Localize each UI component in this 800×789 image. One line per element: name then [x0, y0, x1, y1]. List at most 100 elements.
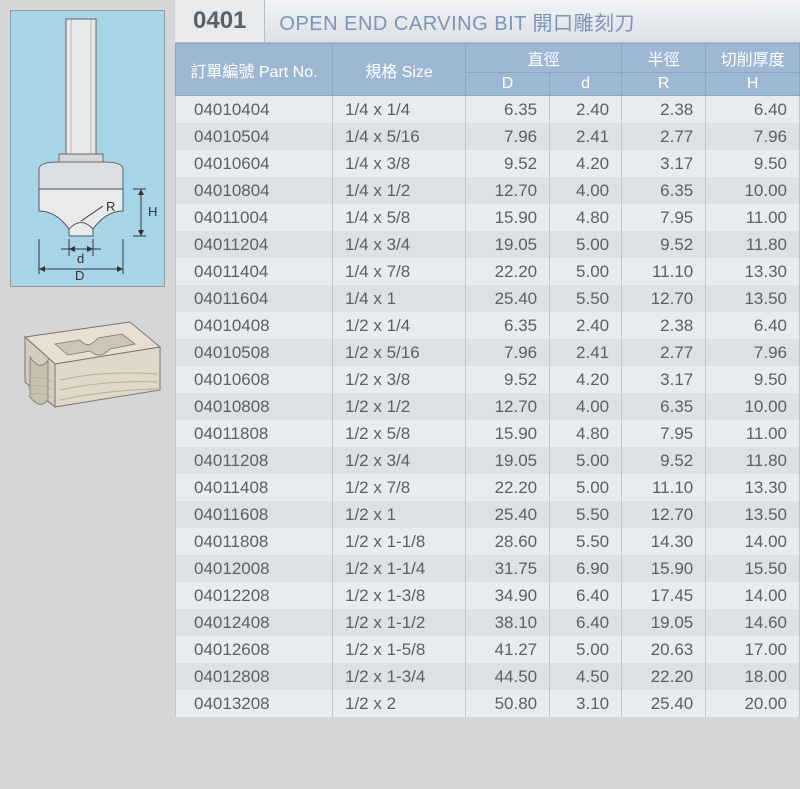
cell-d: 5.00 [550, 636, 622, 663]
cell-d: 5.00 [550, 474, 622, 501]
table-row: 040112081/2 x 3/419.055.009.5211.80 [176, 447, 800, 474]
product-name: OPEN END CARVING BIT 開口雕刻刀 [265, 0, 800, 42]
diagram-R-label: R [106, 199, 115, 214]
cell-D: 15.90 [466, 420, 550, 447]
cell-part: 04010804 [176, 177, 333, 204]
cell-D: 31.75 [466, 555, 550, 582]
cell-R: 6.35 [622, 393, 706, 420]
cell-D: 12.70 [466, 177, 550, 204]
cell-H: 11.00 [706, 204, 800, 231]
cell-d: 4.20 [550, 366, 622, 393]
cell-d: 5.00 [550, 447, 622, 474]
cell-R: 11.10 [622, 258, 706, 285]
cell-size: 1/2 x 1/2 [333, 393, 466, 420]
cell-R: 20.63 [622, 636, 706, 663]
cell-D: 38.10 [466, 609, 550, 636]
th-cutdepth: 切削厚度 [706, 44, 800, 73]
cell-H: 14.00 [706, 528, 800, 555]
bit-diagram-svg: R H d D [11, 11, 166, 281]
cell-H: 6.40 [706, 96, 800, 124]
table-row: 040128081/2 x 1-3/444.504.5022.2018.00 [176, 663, 800, 690]
table-header: 訂單編號 Part No. 規格 Size 直徑 半徑 切削厚度 D d R H [176, 44, 800, 96]
cell-d: 4.50 [550, 663, 622, 690]
cell-size: 1/4 x 1/2 [333, 177, 466, 204]
cell-R: 2.77 [622, 123, 706, 150]
cell-d: 2.41 [550, 339, 622, 366]
table-row: 040120081/2 x 1-1/431.756.9015.9015.50 [176, 555, 800, 582]
cell-size: 1/4 x 3/8 [333, 150, 466, 177]
cell-H: 15.50 [706, 555, 800, 582]
cell-part: 04011404 [176, 258, 333, 285]
cell-part: 04011208 [176, 447, 333, 474]
cell-D: 9.52 [466, 366, 550, 393]
cell-D: 7.96 [466, 339, 550, 366]
table-row: 040116081/2 x 125.405.5012.7013.50 [176, 501, 800, 528]
cell-R: 12.70 [622, 285, 706, 312]
cell-H: 11.80 [706, 231, 800, 258]
cell-H: 17.00 [706, 636, 800, 663]
cell-d: 5.50 [550, 528, 622, 555]
cell-size: 1/2 x 5/16 [333, 339, 466, 366]
cell-H: 7.96 [706, 339, 800, 366]
left-column: R H d D [0, 0, 175, 717]
cell-d: 4.00 [550, 393, 622, 420]
table-row: 040104081/2 x 1/46.352.402.386.40 [176, 312, 800, 339]
cell-d: 6.40 [550, 582, 622, 609]
cell-D: 22.20 [466, 258, 550, 285]
table-row: 040112041/4 x 3/419.055.009.5211.80 [176, 231, 800, 258]
cell-D: 19.05 [466, 231, 550, 258]
cell-part: 04011408 [176, 474, 333, 501]
cell-H: 18.00 [706, 663, 800, 690]
cell-D: 9.52 [466, 150, 550, 177]
cell-part: 04010808 [176, 393, 333, 420]
product-code: 0401 [175, 0, 265, 42]
cell-part: 04011604 [176, 285, 333, 312]
table-row: 040108081/2 x 1/212.704.006.3510.00 [176, 393, 800, 420]
cell-D: 19.05 [466, 447, 550, 474]
cell-H: 9.50 [706, 150, 800, 177]
cell-part: 04012808 [176, 663, 333, 690]
cell-D: 15.90 [466, 204, 550, 231]
cell-R: 3.17 [622, 150, 706, 177]
table-row: 040132081/2 x 250.803.1025.4020.00 [176, 690, 800, 717]
cell-size: 1/2 x 5/8 [333, 420, 466, 447]
cell-size: 1/2 x 1-3/8 [333, 582, 466, 609]
th-partno: 訂單編號 Part No. [176, 44, 333, 96]
cell-D: 7.96 [466, 123, 550, 150]
cell-R: 11.10 [622, 474, 706, 501]
cell-size: 1/4 x 5/16 [333, 123, 466, 150]
wood-svg [10, 302, 165, 417]
cell-part: 04010604 [176, 150, 333, 177]
cell-d: 2.41 [550, 123, 622, 150]
th-H: H [706, 73, 800, 96]
cell-part: 04011204 [176, 231, 333, 258]
cell-D: 41.27 [466, 636, 550, 663]
bit-dimension-diagram: R H d D [10, 10, 165, 287]
cell-D: 6.35 [466, 312, 550, 339]
cell-R: 2.77 [622, 339, 706, 366]
cell-R: 19.05 [622, 609, 706, 636]
cell-size: 1/4 x 7/8 [333, 258, 466, 285]
cell-H: 11.80 [706, 447, 800, 474]
th-d: d [550, 73, 622, 96]
cell-size: 1/2 x 1-1/4 [333, 555, 466, 582]
th-diameter: 直徑 [466, 44, 622, 73]
cell-D: 25.40 [466, 285, 550, 312]
th-D: D [466, 73, 550, 96]
cell-H: 6.40 [706, 312, 800, 339]
cell-size: 1/4 x 5/8 [333, 204, 466, 231]
cell-R: 9.52 [622, 447, 706, 474]
cell-H: 10.00 [706, 393, 800, 420]
diagram-H-label: H [148, 204, 157, 219]
cell-H: 13.30 [706, 258, 800, 285]
table-row: 040118081/2 x 1-1/828.605.5014.3014.00 [176, 528, 800, 555]
cell-d: 5.50 [550, 285, 622, 312]
cell-d: 5.00 [550, 231, 622, 258]
cell-H: 9.50 [706, 366, 800, 393]
cell-H: 13.50 [706, 501, 800, 528]
cell-d: 4.20 [550, 150, 622, 177]
table-row: 040118081/2 x 5/815.904.807.9511.00 [176, 420, 800, 447]
cell-H: 11.00 [706, 420, 800, 447]
cell-H: 14.60 [706, 609, 800, 636]
cell-d: 3.10 [550, 690, 622, 717]
